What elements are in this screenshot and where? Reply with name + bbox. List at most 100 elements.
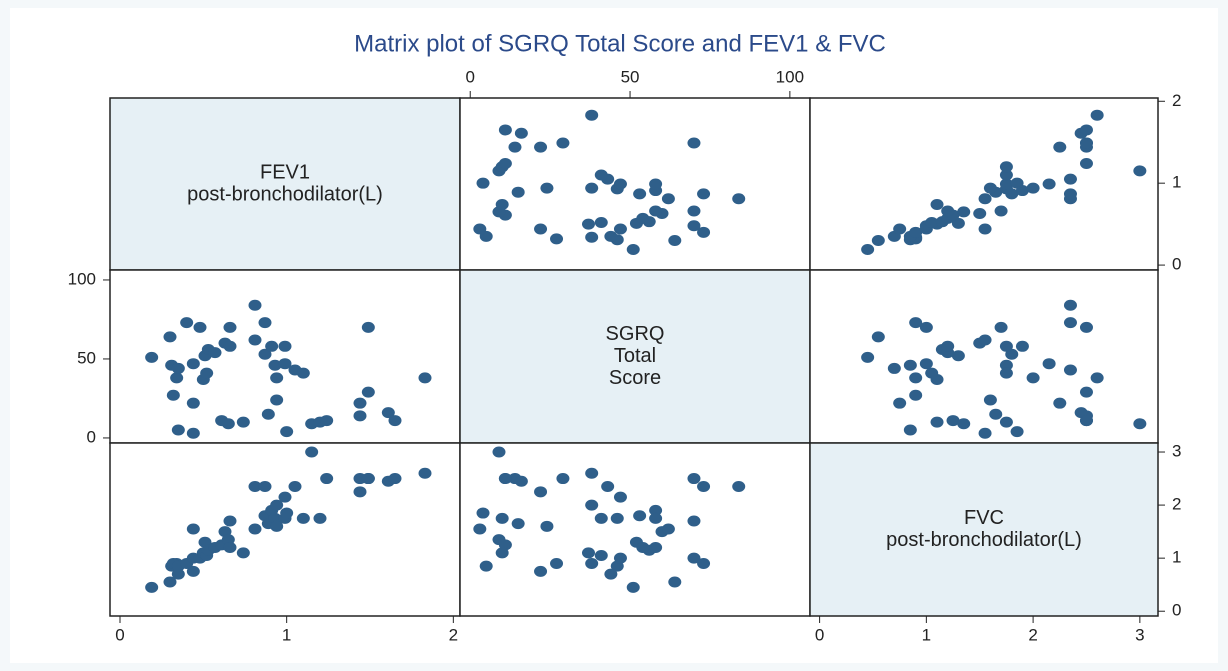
point — [1079, 137, 1093, 149]
point — [1079, 124, 1093, 136]
point — [265, 340, 279, 352]
point — [540, 182, 554, 194]
point — [145, 581, 159, 593]
y-tick-label: 2 — [1172, 91, 1181, 110]
point — [999, 416, 1013, 428]
point — [613, 178, 627, 190]
point — [1090, 109, 1104, 121]
point — [186, 523, 200, 535]
point — [221, 418, 235, 430]
point — [278, 340, 292, 352]
point — [476, 177, 490, 189]
point — [280, 426, 294, 438]
point — [223, 515, 237, 527]
diagonal-panel — [459, 269, 811, 444]
point — [585, 182, 599, 194]
point — [909, 226, 923, 238]
point — [585, 109, 599, 121]
point — [258, 348, 272, 360]
x-tick-label: 1 — [282, 625, 291, 644]
point — [601, 481, 615, 493]
point — [697, 481, 711, 493]
variable-label: post-bronchodilator(L) — [886, 529, 1082, 551]
point — [361, 386, 375, 398]
point — [925, 367, 939, 379]
point — [498, 473, 512, 485]
point — [1010, 177, 1024, 189]
point — [732, 481, 746, 493]
point — [581, 218, 595, 230]
point — [687, 552, 701, 564]
point — [353, 410, 367, 422]
x-tick-label: 0 — [115, 625, 124, 644]
point — [278, 491, 292, 503]
point — [861, 244, 875, 256]
point — [661, 523, 675, 535]
point — [171, 424, 185, 436]
point — [978, 193, 992, 205]
point — [492, 534, 506, 546]
point — [476, 507, 490, 519]
point — [946, 415, 960, 427]
point — [296, 367, 310, 379]
point — [594, 216, 608, 228]
point — [957, 206, 971, 218]
point — [861, 351, 875, 363]
point — [236, 547, 250, 559]
point — [871, 235, 885, 247]
point — [919, 321, 933, 333]
point — [186, 397, 200, 409]
point — [978, 223, 992, 235]
point — [941, 340, 955, 352]
point — [170, 372, 184, 384]
variable-label: FVC — [964, 507, 1004, 529]
point — [687, 137, 701, 149]
point — [604, 568, 618, 580]
point — [1042, 358, 1056, 370]
point — [1079, 386, 1093, 398]
point — [978, 427, 992, 439]
point — [278, 358, 292, 370]
point — [270, 520, 284, 532]
point — [248, 523, 262, 535]
point — [511, 186, 525, 198]
point — [626, 581, 640, 593]
y-tick-label: 1 — [1172, 173, 1181, 192]
point — [919, 358, 933, 370]
point — [320, 415, 334, 427]
point — [258, 481, 272, 493]
point — [610, 512, 624, 524]
point — [978, 334, 992, 346]
point — [534, 565, 548, 577]
point — [223, 542, 237, 554]
x-tick-label: 2 — [1028, 625, 1037, 644]
point — [418, 372, 432, 384]
point — [925, 216, 939, 228]
point — [903, 424, 917, 436]
point — [288, 481, 302, 493]
point — [1063, 364, 1077, 376]
point — [313, 512, 327, 524]
point — [668, 576, 682, 588]
point — [994, 321, 1008, 333]
point — [581, 547, 595, 559]
y-tick-label: 0 — [1172, 601, 1181, 620]
point — [514, 127, 528, 139]
point — [930, 416, 944, 428]
point — [957, 418, 971, 430]
point — [381, 407, 395, 419]
x-tick-label: 1 — [922, 625, 931, 644]
point — [983, 182, 997, 194]
point — [649, 178, 663, 190]
point — [556, 473, 570, 485]
variable-label: SGRQ — [606, 323, 665, 345]
point — [636, 212, 650, 224]
point — [649, 504, 663, 516]
point — [495, 198, 509, 210]
point — [668, 235, 682, 247]
point — [989, 408, 1003, 420]
point — [903, 359, 917, 371]
y-tick-label: 50 — [77, 348, 96, 367]
y-tick-label: 2 — [1172, 495, 1181, 514]
point — [193, 321, 207, 333]
